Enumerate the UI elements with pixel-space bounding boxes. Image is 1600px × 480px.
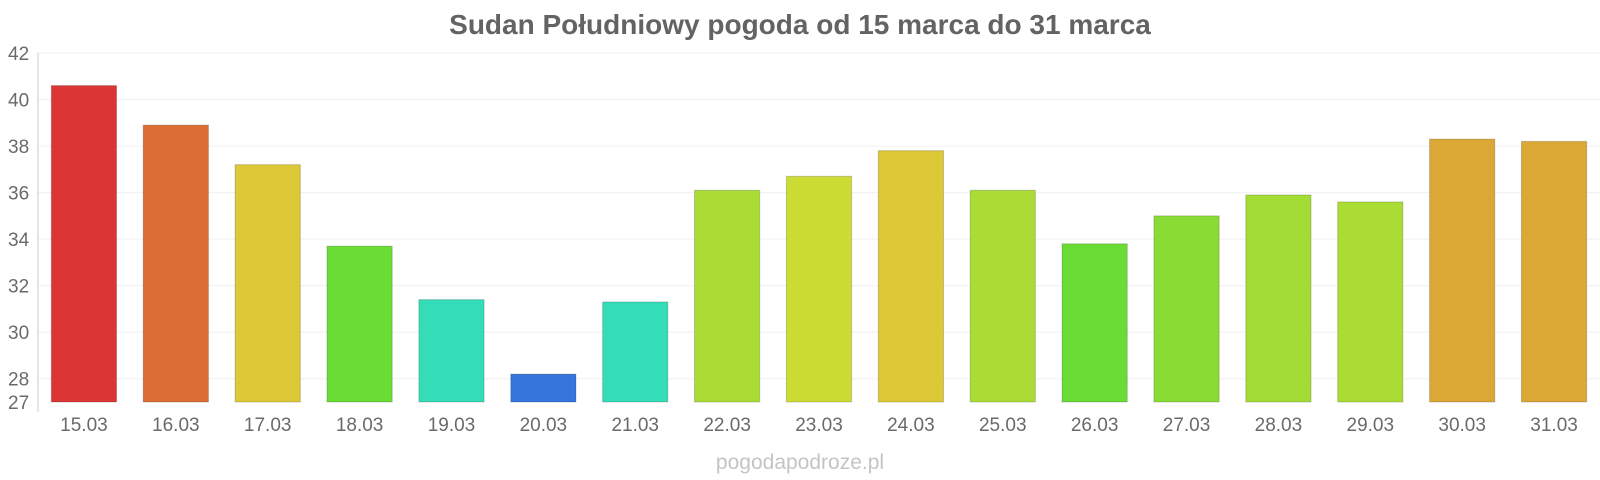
bar-18.03 xyxy=(326,245,393,403)
x-tick-label: 23.03 xyxy=(795,415,843,436)
x-tick-label: 16.03 xyxy=(152,415,200,436)
y-tick-label: 36 xyxy=(8,184,29,205)
x-tick-label: 28.03 xyxy=(1255,415,1303,436)
x-tick-label: 22.03 xyxy=(703,415,751,436)
watermark: pogodapodroze.pl xyxy=(715,451,885,474)
bar-24.03 xyxy=(877,150,945,403)
x-tick-label: 27.03 xyxy=(1163,415,1211,436)
chart-title: Sudan Południowy pogoda od 15 marca do 3… xyxy=(449,9,1151,40)
x-axis: 15.03 16.03 17.03 18.03 19.03 20.03 21.03 22.03… xyxy=(60,415,1578,436)
bar-15.03 xyxy=(50,85,118,403)
x-tick-label: 19.03 xyxy=(428,415,476,436)
bar-26.03 xyxy=(1061,243,1128,403)
bar-25.03 xyxy=(969,189,1036,403)
x-tick-label: 15.03 xyxy=(60,415,108,436)
bar-27.03 xyxy=(1153,215,1220,403)
y-tick-label: 38 xyxy=(8,137,29,158)
y-tick-label: 32 xyxy=(8,277,29,298)
bar-22.03 xyxy=(693,189,761,403)
y-tick-label: 34 xyxy=(8,230,30,251)
bar-19.03 xyxy=(418,299,485,403)
y-tick-label: 27 xyxy=(8,393,29,414)
bar-17.03 xyxy=(234,164,301,403)
x-tick-label: 26.03 xyxy=(1071,415,1119,436)
x-tick-label: 17.03 xyxy=(244,415,292,436)
y-tick-label: 40 xyxy=(8,91,29,112)
x-tick-label: 25.03 xyxy=(979,415,1027,436)
bar-20.03 xyxy=(510,373,577,403)
x-tick-label: 24.03 xyxy=(887,415,935,436)
bar-30.03 xyxy=(1429,138,1496,403)
x-tick-label: 20.03 xyxy=(520,415,568,436)
bar-16.03 xyxy=(142,124,209,403)
bar-23.03 xyxy=(785,175,853,403)
bar-28.03 xyxy=(1245,194,1312,403)
bar-31.03 xyxy=(1520,140,1588,403)
bars xyxy=(50,85,1588,403)
x-tick-label: 31.03 xyxy=(1530,415,1578,436)
x-tick-label: 21.03 xyxy=(611,415,659,436)
x-tick-label: 30.03 xyxy=(1438,415,1486,436)
x-tick-label: 18.03 xyxy=(336,415,384,436)
y-tick-label: 42 xyxy=(8,44,29,65)
x-tick-label: 29.03 xyxy=(1347,415,1395,436)
bar-29.03 xyxy=(1337,201,1404,403)
y-tick-label: 30 xyxy=(8,323,29,344)
y-tick-label: 28 xyxy=(8,370,29,391)
bar-21.03 xyxy=(602,301,669,403)
